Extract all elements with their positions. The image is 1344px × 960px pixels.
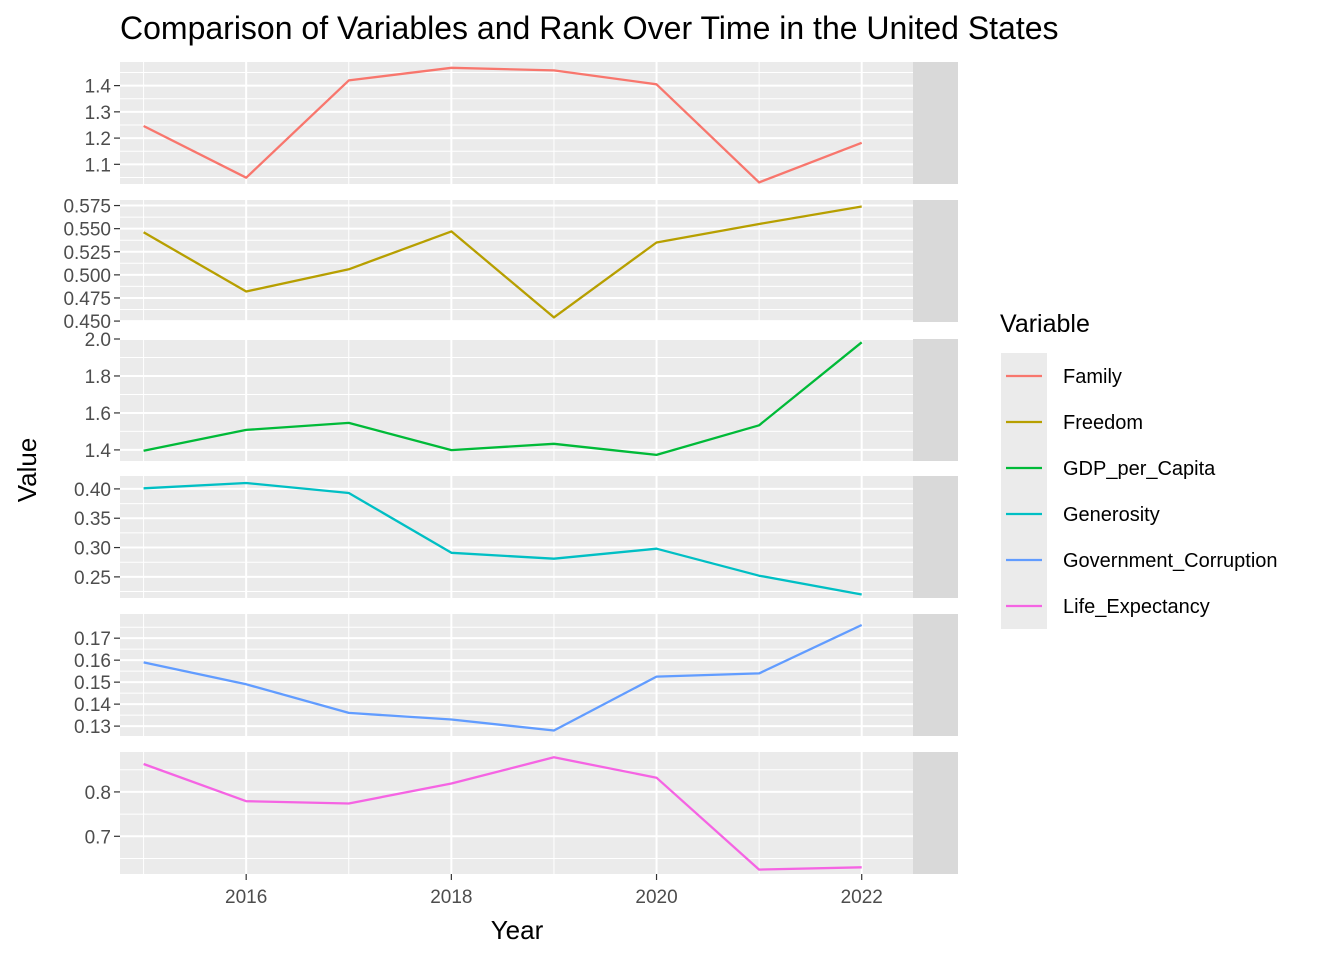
- legend-item-generosity: Generosity: [1001, 491, 1160, 537]
- y-tick-label: 0.500: [63, 266, 111, 287]
- y-tick-label: 1.4: [85, 441, 112, 462]
- strip-background: [913, 200, 958, 322]
- facet-panels: 1.11.21.31.4Family0.4500.4750.5000.5250.…: [63, 62, 958, 874]
- y-tick-label: 0.40: [74, 480, 111, 501]
- x-tick-label: 2016: [225, 887, 267, 908]
- strip-background: [913, 62, 958, 184]
- legend-item-gdp-per-capita: GDP_per_Capita: [1001, 445, 1216, 491]
- x-tick-label: 2018: [430, 887, 472, 908]
- y-tick-label: 0.15: [74, 673, 111, 694]
- panel-background: [120, 62, 913, 184]
- legend-label: Freedom: [1063, 412, 1143, 434]
- panel-background: [120, 476, 913, 598]
- y-tick-label: 0.30: [74, 539, 111, 560]
- legend-label: Generosity: [1063, 504, 1160, 526]
- strip-background: [913, 339, 958, 461]
- series-line-freedom: [143, 205, 862, 319]
- strip-background: [913, 476, 958, 598]
- series-line-generosity: [143, 481, 862, 596]
- y-tick-label: 0.475: [63, 289, 111, 310]
- chart-title: Comparison of Variables and Rank Over Ti…: [120, 10, 1059, 46]
- facet-generosity: 0.250.300.350.40Generosity: [74, 476, 958, 598]
- y-tick-label: 0.17: [74, 629, 111, 650]
- x-axis-title: Year: [491, 915, 544, 945]
- legend-label: Government_Corruption: [1063, 550, 1278, 572]
- facet-government-corruption: 0.130.140.150.160.17Government_Corruptio…: [74, 614, 958, 738]
- y-axis-title: Value: [12, 438, 42, 503]
- y-tick-label: 0.450: [63, 312, 111, 333]
- y-tick-label: 0.575: [63, 197, 111, 218]
- y-tick-label: 0.16: [74, 651, 111, 672]
- y-tick-label: 2.0: [85, 330, 111, 351]
- legend-item-life-expectancy: Life_Expectancy: [1001, 583, 1210, 629]
- x-axis: 2016 2018 2020 2022: [225, 874, 883, 908]
- panel-background: [120, 339, 913, 461]
- x-tick-label: 2022: [841, 887, 883, 908]
- strip-background: [913, 752, 958, 874]
- legend-item-government-corruption: Government_Corruption: [1001, 537, 1278, 583]
- y-tick-label: 0.13: [74, 717, 111, 738]
- legend-label: Life_Expectancy: [1063, 596, 1210, 618]
- y-tick-label: 1.6: [85, 404, 111, 425]
- y-tick-label: 1.3: [85, 103, 111, 124]
- facet-family: 1.11.21.31.4Family: [85, 62, 958, 184]
- y-tick-label: 1.8: [85, 367, 111, 388]
- series-line-life-expectancy: [143, 756, 862, 871]
- legend-item-family: Family: [1001, 353, 1122, 399]
- series-line-government-corruption: [143, 623, 863, 732]
- y-tick-label: 0.7: [85, 827, 111, 848]
- y-tick-label: 0.8: [85, 783, 111, 804]
- y-tick-label: 0.550: [63, 220, 111, 241]
- panel-background: [120, 614, 913, 736]
- y-tick-label: 1.1: [85, 155, 111, 176]
- series-line-gdp-per-capita: [143, 341, 863, 457]
- legend-label: Family: [1063, 366, 1122, 388]
- legend-title: Variable: [1000, 310, 1090, 338]
- y-tick-label: 1.2: [85, 129, 111, 150]
- y-tick-label: 0.14: [74, 695, 111, 716]
- x-tick-label: 2020: [635, 887, 677, 908]
- facet-gdp-per-capita: 1.41.61.82.0GDP_per_Capita: [85, 330, 958, 462]
- y-tick-label: 1.4: [85, 77, 112, 98]
- series-line-family: [143, 66, 863, 184]
- y-tick-label: 0.35: [74, 509, 111, 530]
- legend-items: Family Freedom GDP_per_Capita Generosity Gov…: [1001, 353, 1278, 629]
- facet-life-expectancy: 0.70.8Life_Expectancy: [85, 752, 958, 874]
- legend-item-freedom: Freedom: [1001, 399, 1143, 445]
- y-tick-label: 0.525: [63, 243, 111, 264]
- y-tick-label: 0.25: [74, 568, 111, 589]
- strip-background: [913, 614, 958, 736]
- panel-background: [120, 752, 913, 874]
- legend-label: GDP_per_Capita: [1063, 458, 1216, 480]
- legend: Variable Family Freedom GDP_per_Capita Gene…: [1000, 310, 1278, 629]
